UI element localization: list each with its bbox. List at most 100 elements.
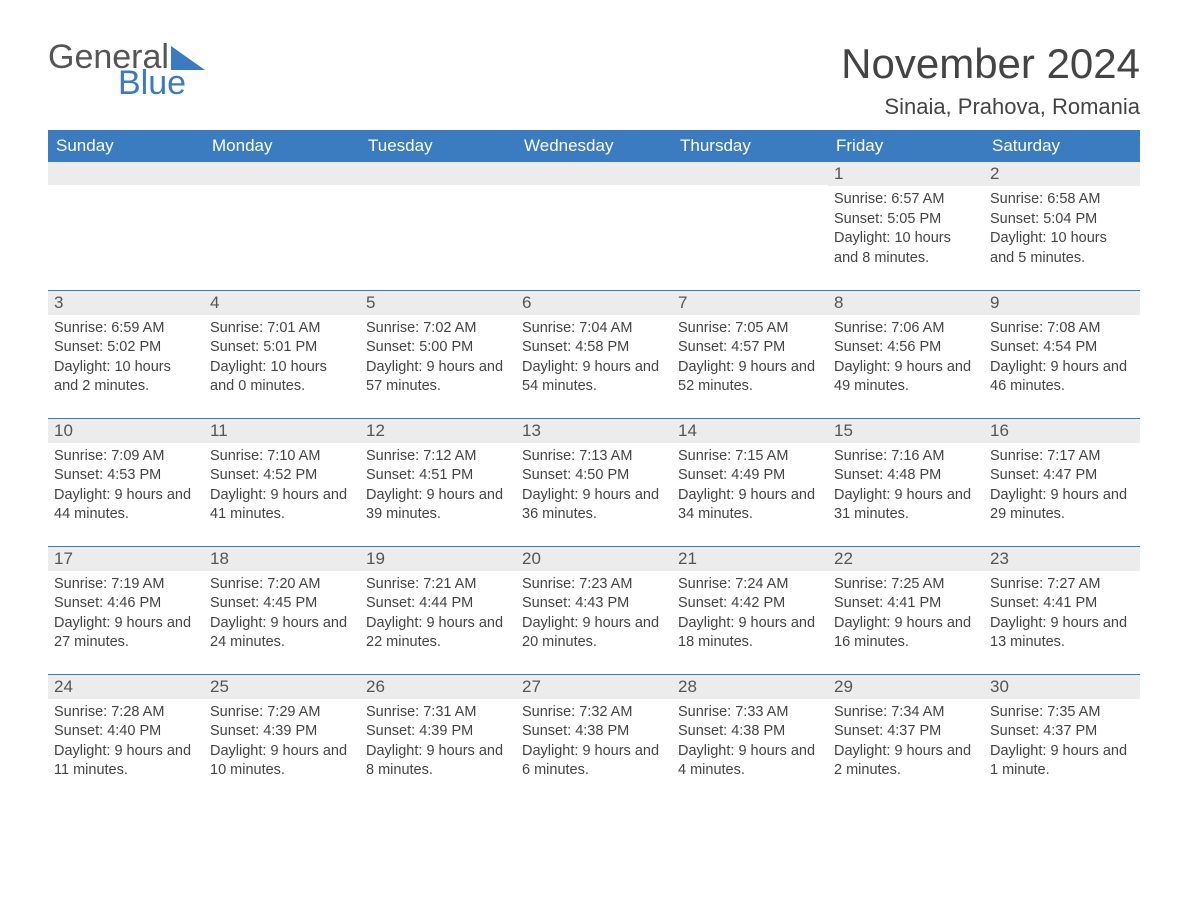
sunrise-line: Sunrise: 7:23 AM (522, 575, 666, 595)
calendar-day-cell (360, 162, 516, 290)
calendar-day-cell: 7Sunrise: 7:05 AMSunset: 4:57 PMDaylight… (672, 290, 828, 418)
sunrise-line: Sunrise: 6:57 AM (834, 190, 978, 210)
sunset-line: Sunset: 4:54 PM (990, 338, 1134, 358)
day-details: Sunrise: 7:15 AMSunset: 4:49 PMDaylight:… (672, 443, 828, 533)
sunset-line: Sunset: 5:02 PM (54, 338, 198, 358)
day-details: Sunrise: 7:08 AMSunset: 4:54 PMDaylight:… (984, 315, 1140, 405)
day-number: 9 (984, 291, 1140, 315)
calendar-day-cell: 2Sunrise: 6:58 AMSunset: 5:04 PMDaylight… (984, 162, 1140, 290)
day-details: Sunrise: 6:59 AMSunset: 5:02 PMDaylight:… (48, 315, 204, 405)
calendar-day-cell: 23Sunrise: 7:27 AMSunset: 4:41 PMDayligh… (984, 546, 1140, 674)
sunset-line: Sunset: 5:05 PM (834, 210, 978, 230)
daylight-line: Daylight: 9 hours and 46 minutes. (990, 358, 1134, 397)
calendar-day-cell: 20Sunrise: 7:23 AMSunset: 4:43 PMDayligh… (516, 546, 672, 674)
calendar-day-cell: 9Sunrise: 7:08 AMSunset: 4:54 PMDaylight… (984, 290, 1140, 418)
day-number: 19 (360, 547, 516, 571)
weekday-header: Sunday (48, 130, 204, 162)
empty-daynum (516, 162, 672, 185)
calendar-day-cell: 10Sunrise: 7:09 AMSunset: 4:53 PMDayligh… (48, 418, 204, 546)
day-number: 21 (672, 547, 828, 571)
sunset-line: Sunset: 4:52 PM (210, 466, 354, 486)
weekday-header: Saturday (984, 130, 1140, 162)
sunset-line: Sunset: 4:51 PM (366, 466, 510, 486)
day-number: 29 (828, 675, 984, 699)
calendar-week-row: 17Sunrise: 7:19 AMSunset: 4:46 PMDayligh… (48, 546, 1140, 674)
calendar-day-cell: 22Sunrise: 7:25 AMSunset: 4:41 PMDayligh… (828, 546, 984, 674)
daylight-line: Daylight: 9 hours and 1 minute. (990, 742, 1134, 781)
day-number: 12 (360, 419, 516, 443)
day-number: 26 (360, 675, 516, 699)
day-details: Sunrise: 7:32 AMSunset: 4:38 PMDaylight:… (516, 699, 672, 789)
daylight-line: Daylight: 9 hours and 16 minutes. (834, 614, 978, 653)
day-details: Sunrise: 7:28 AMSunset: 4:40 PMDaylight:… (48, 699, 204, 789)
daylight-line: Daylight: 9 hours and 6 minutes. (522, 742, 666, 781)
daylight-line: Daylight: 9 hours and 11 minutes. (54, 742, 198, 781)
daylight-line: Daylight: 9 hours and 29 minutes. (990, 486, 1134, 525)
sunset-line: Sunset: 4:46 PM (54, 594, 198, 614)
day-details: Sunrise: 7:31 AMSunset: 4:39 PMDaylight:… (360, 699, 516, 789)
day-details: Sunrise: 7:12 AMSunset: 4:51 PMDaylight:… (360, 443, 516, 533)
daylight-line: Daylight: 9 hours and 8 minutes. (366, 742, 510, 781)
day-details: Sunrise: 7:24 AMSunset: 4:42 PMDaylight:… (672, 571, 828, 661)
day-number: 27 (516, 675, 672, 699)
day-number: 8 (828, 291, 984, 315)
calendar-day-cell: 18Sunrise: 7:20 AMSunset: 4:45 PMDayligh… (204, 546, 360, 674)
calendar-day-cell: 27Sunrise: 7:32 AMSunset: 4:38 PMDayligh… (516, 674, 672, 802)
sunset-line: Sunset: 4:48 PM (834, 466, 978, 486)
sunset-line: Sunset: 5:04 PM (990, 210, 1134, 230)
day-details: Sunrise: 7:27 AMSunset: 4:41 PMDaylight:… (984, 571, 1140, 661)
daylight-line: Daylight: 9 hours and 22 minutes. (366, 614, 510, 653)
calendar-day-cell (672, 162, 828, 290)
daylight-line: Daylight: 9 hours and 57 minutes. (366, 358, 510, 397)
calendar-day-cell (516, 162, 672, 290)
weekday-header: Tuesday (360, 130, 516, 162)
day-number: 20 (516, 547, 672, 571)
daylight-line: Daylight: 9 hours and 34 minutes. (678, 486, 822, 525)
daylight-line: Daylight: 10 hours and 5 minutes. (990, 229, 1134, 268)
day-details: Sunrise: 7:09 AMSunset: 4:53 PMDaylight:… (48, 443, 204, 533)
sunset-line: Sunset: 4:39 PM (366, 722, 510, 742)
daylight-line: Daylight: 9 hours and 41 minutes. (210, 486, 354, 525)
sunset-line: Sunset: 5:00 PM (366, 338, 510, 358)
sunset-line: Sunset: 4:56 PM (834, 338, 978, 358)
calendar-day-cell: 11Sunrise: 7:10 AMSunset: 4:52 PMDayligh… (204, 418, 360, 546)
empty-daynum (360, 162, 516, 185)
sunset-line: Sunset: 4:42 PM (678, 594, 822, 614)
day-number: 30 (984, 675, 1140, 699)
day-details: Sunrise: 7:05 AMSunset: 4:57 PMDaylight:… (672, 315, 828, 405)
calendar-week-row: 3Sunrise: 6:59 AMSunset: 5:02 PMDaylight… (48, 290, 1140, 418)
daylight-line: Daylight: 9 hours and 13 minutes. (990, 614, 1134, 653)
sunrise-line: Sunrise: 7:12 AM (366, 447, 510, 467)
calendar-day-cell: 6Sunrise: 7:04 AMSunset: 4:58 PMDaylight… (516, 290, 672, 418)
sunrise-line: Sunrise: 7:16 AM (834, 447, 978, 467)
title-block: November 2024 Sinaia, Prahova, Romania (841, 40, 1140, 120)
calendar-day-cell: 24Sunrise: 7:28 AMSunset: 4:40 PMDayligh… (48, 674, 204, 802)
daylight-line: Daylight: 10 hours and 8 minutes. (834, 229, 978, 268)
daylight-line: Daylight: 9 hours and 18 minutes. (678, 614, 822, 653)
weekday-header-row: SundayMondayTuesdayWednesdayThursdayFrid… (48, 130, 1140, 162)
calendar-week-row: 1Sunrise: 6:57 AMSunset: 5:05 PMDaylight… (48, 162, 1140, 290)
daylight-line: Daylight: 9 hours and 20 minutes. (522, 614, 666, 653)
sunset-line: Sunset: 4:38 PM (522, 722, 666, 742)
day-details: Sunrise: 7:23 AMSunset: 4:43 PMDaylight:… (516, 571, 672, 661)
weekday-header: Monday (204, 130, 360, 162)
calendar-day-cell: 15Sunrise: 7:16 AMSunset: 4:48 PMDayligh… (828, 418, 984, 546)
sunset-line: Sunset: 4:45 PM (210, 594, 354, 614)
daylight-line: Daylight: 10 hours and 0 minutes. (210, 358, 354, 397)
calendar-day-cell: 13Sunrise: 7:13 AMSunset: 4:50 PMDayligh… (516, 418, 672, 546)
daylight-line: Daylight: 9 hours and 49 minutes. (834, 358, 978, 397)
calendar-day-cell: 3Sunrise: 6:59 AMSunset: 5:02 PMDaylight… (48, 290, 204, 418)
logo-text-blue: Blue (118, 66, 205, 100)
sunrise-line: Sunrise: 7:13 AM (522, 447, 666, 467)
sunrise-line: Sunrise: 7:08 AM (990, 319, 1134, 339)
empty-daynum (48, 162, 204, 185)
day-number: 16 (984, 419, 1140, 443)
day-details: Sunrise: 7:17 AMSunset: 4:47 PMDaylight:… (984, 443, 1140, 533)
sunrise-line: Sunrise: 7:32 AM (522, 703, 666, 723)
calendar-day-cell: 19Sunrise: 7:21 AMSunset: 4:44 PMDayligh… (360, 546, 516, 674)
sunrise-line: Sunrise: 7:05 AM (678, 319, 822, 339)
weekday-header: Wednesday (516, 130, 672, 162)
day-details: Sunrise: 7:19 AMSunset: 4:46 PMDaylight:… (48, 571, 204, 661)
day-number: 2 (984, 162, 1140, 186)
calendar-day-cell: 14Sunrise: 7:15 AMSunset: 4:49 PMDayligh… (672, 418, 828, 546)
